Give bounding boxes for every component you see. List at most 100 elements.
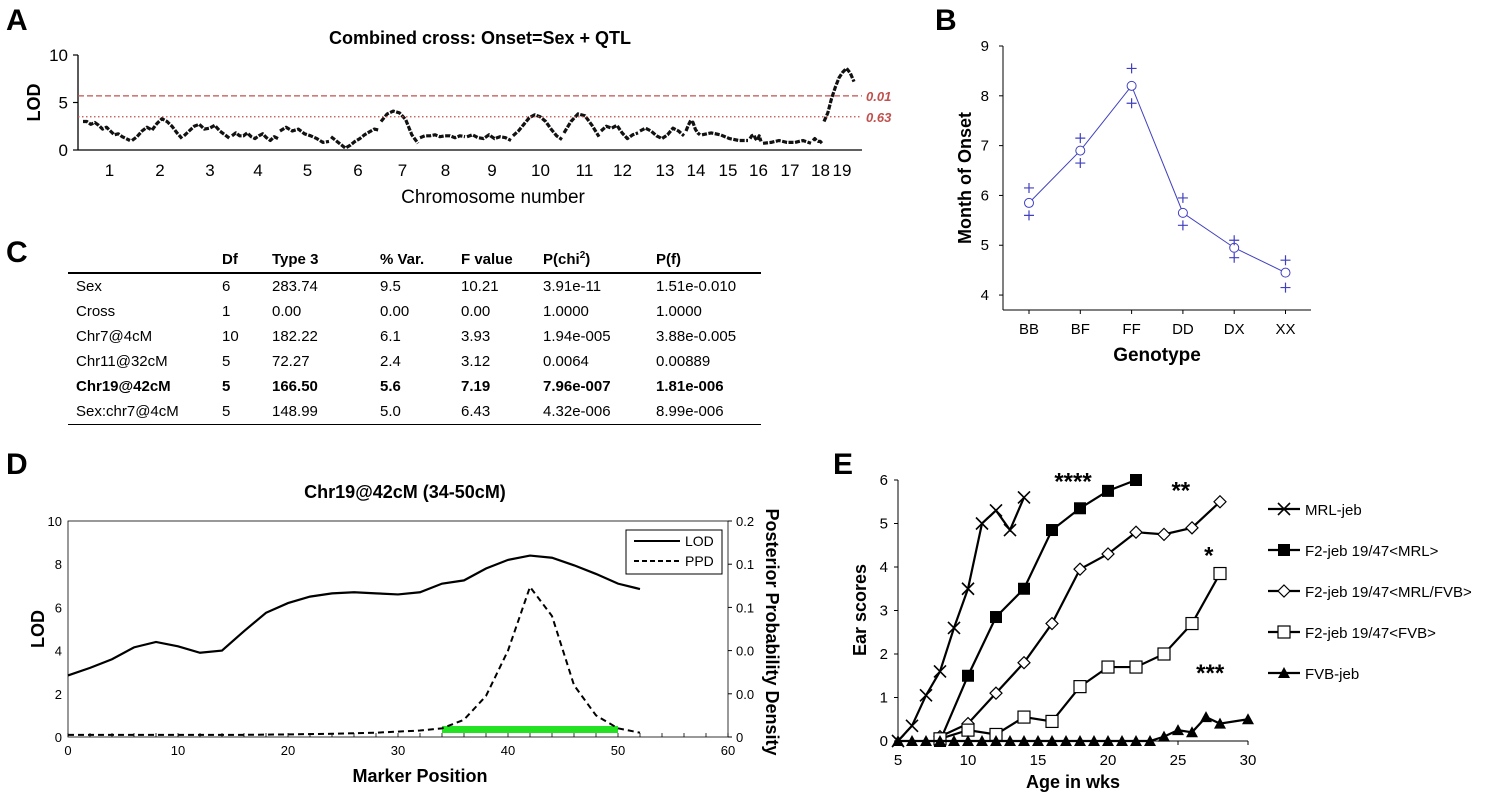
panel-a-lod-curve [599, 123, 639, 141]
panel-letter-e: E [833, 448, 854, 481]
panel-d-x-tick-label: 60 [721, 743, 735, 758]
panel-e-data-point [1144, 735, 1156, 746]
panel-b-x-tick-label: BF [1071, 321, 1090, 338]
table-header-row: Df Type 3 % Var. F value P(chi2) P(f) [68, 246, 761, 274]
panel-e-legend-label: MRL-jeb [1305, 502, 1362, 519]
panel-e-data-point [1242, 713, 1254, 725]
table-cell: 1.94e-005 [543, 328, 611, 345]
table-cell: 5 [222, 399, 272, 425]
panel-b-y-tick-label: 9 [981, 38, 989, 55]
table-cell: 1 [222, 303, 231, 320]
panel-e-data-point [1017, 655, 1031, 670]
table-cell: 0.00 [272, 303, 302, 320]
panel-d-legend-ppd-label: PPD [685, 553, 714, 569]
panel-e-legend-label: F2-jeb 19/47<MRL/FVB> [1305, 584, 1472, 601]
panel-a-lod-curve [379, 109, 420, 145]
table-cell: 2.4 [380, 353, 401, 370]
panel-e-series-line [898, 715, 1249, 743]
panel-b-x-tick-label: XX [1275, 321, 1295, 338]
panel-b-bound-marker [1229, 235, 1240, 246]
panel-e-data-point [1046, 524, 1058, 537]
panel-e-significance-mark: * [1204, 543, 1214, 570]
panel-b-x-tick-label: FF [1122, 321, 1140, 338]
panel-e-data-point [1046, 735, 1058, 746]
table-row: Chr7@4cM 10 182.22 6.1 3.93 1.94e-005 3.88e-0.… [68, 324, 761, 349]
panel-b-ylabel: Month of Onset [955, 112, 975, 244]
panel-e-data-point [1185, 521, 1199, 535]
table-header-cell: Type 3 [272, 246, 380, 274]
panel-e-data-point [1101, 547, 1115, 561]
panel-e-data-point [1073, 562, 1087, 577]
panel-d-ppd-line [68, 584, 641, 736]
panel-e-data-point [1116, 735, 1128, 746]
panel-e-significance-mark: **** [1054, 469, 1092, 496]
panel-e-x-tick-label: 25 [1170, 752, 1187, 769]
table-cell: Cross [76, 303, 116, 320]
table-row: Sex 6 283.74 9.5 10.21 3.91e-11 1.51e-0.010 [68, 273, 761, 299]
panel-d-y2-tick-label: 0.1 [736, 557, 754, 572]
panel-a-lod-curve [562, 112, 601, 138]
panel-e-xlabel: Age in wks [1026, 772, 1120, 792]
panel-e-significance-mark: ** [1171, 477, 1190, 504]
panel-e-data-point [905, 719, 919, 733]
panel-a-chrom-label: 16 [749, 161, 768, 180]
panel-e-y-tick-label: 3 [880, 603, 888, 620]
panel-e-data-point [1102, 484, 1114, 497]
panel-a-lod-curve [279, 125, 330, 144]
table-cell: 3.88e-0.005 [656, 328, 737, 345]
table-cell: 10 [222, 328, 239, 345]
panel-a-lod-curve [466, 133, 512, 142]
panel-e-data-point [975, 516, 989, 531]
table-cell: 10.21 [461, 278, 499, 295]
panel-b-bound-marker [1024, 210, 1034, 221]
panel-d-ylabel: LOD [28, 610, 48, 648]
panel-e-data-point [1032, 735, 1044, 746]
panel-e-data-point [1185, 616, 1199, 631]
table-cell: 3.93 [461, 328, 491, 345]
table-cell: 166.50 [272, 378, 318, 395]
panel-e-data-point [1200, 711, 1212, 723]
table-cell: 72.27 [272, 353, 310, 370]
panel-a-chrom-label: 19 [833, 161, 852, 180]
panel-e-data-point [1060, 735, 1072, 746]
panel-b-bound-marker [1075, 158, 1086, 169]
panel-b-x-tick-label: BB [1019, 321, 1039, 338]
table-cell: 0.0064 [543, 353, 589, 370]
panel-e-data-point [1004, 735, 1016, 746]
table-cell: Chr19@42cM [76, 378, 171, 395]
panel-a-chrom-label: 7 [398, 161, 407, 180]
panel-e-data-point [1213, 494, 1227, 509]
panel-a-lod-curve [639, 126, 686, 141]
panel-a-chrom-label: 13 [656, 161, 675, 180]
panel-d-y2-tick-label: 0.1 [736, 600, 754, 615]
pchi-superscript: 2 [579, 250, 586, 261]
panel-a-chrom-label: 9 [487, 161, 496, 180]
panel-d-legend [625, 529, 723, 575]
panel-b-mean-marker [1126, 80, 1137, 91]
panel-e-data-point [990, 735, 1002, 746]
panel-e-data-point [1045, 616, 1059, 631]
panel-b-xlabel: Genotype [1113, 345, 1201, 366]
panel-b-mean-marker [1024, 197, 1034, 208]
panel-a-lod-curve [182, 122, 231, 140]
panel-letter-b: B [935, 4, 957, 37]
table-row: Cross 1 0.00 0.00 0.00 1.0000 1.0000 [68, 299, 761, 324]
pchi-close: ) [585, 251, 591, 268]
table-header-cell: % Var. [380, 246, 461, 274]
panel-e-data-point [948, 735, 960, 746]
panel-e-data-point [1018, 735, 1030, 746]
panel-a-lod-curve [131, 117, 184, 142]
panel-e-data-point [919, 688, 933, 702]
panel-a-chrom-label: 11 [576, 161, 594, 180]
panel-e-data-point [947, 621, 961, 635]
panel-d-xlabel: Marker Position [352, 766, 487, 786]
panel-e-data-point [990, 611, 1002, 624]
panel-b-y-tick-label: 5 [981, 237, 989, 254]
panel-a-lod-curve [811, 137, 824, 145]
panel-d-y2-tick-label: 0.0 [736, 644, 754, 659]
panel-b-bound-marker [1024, 182, 1034, 193]
panel-a-lod-curve [748, 133, 763, 143]
panel-d-x-tick-label: 10 [171, 743, 185, 758]
panel-a-chrom-label: 10 [531, 161, 550, 180]
panel-d-y-tick-label: 8 [55, 557, 62, 572]
